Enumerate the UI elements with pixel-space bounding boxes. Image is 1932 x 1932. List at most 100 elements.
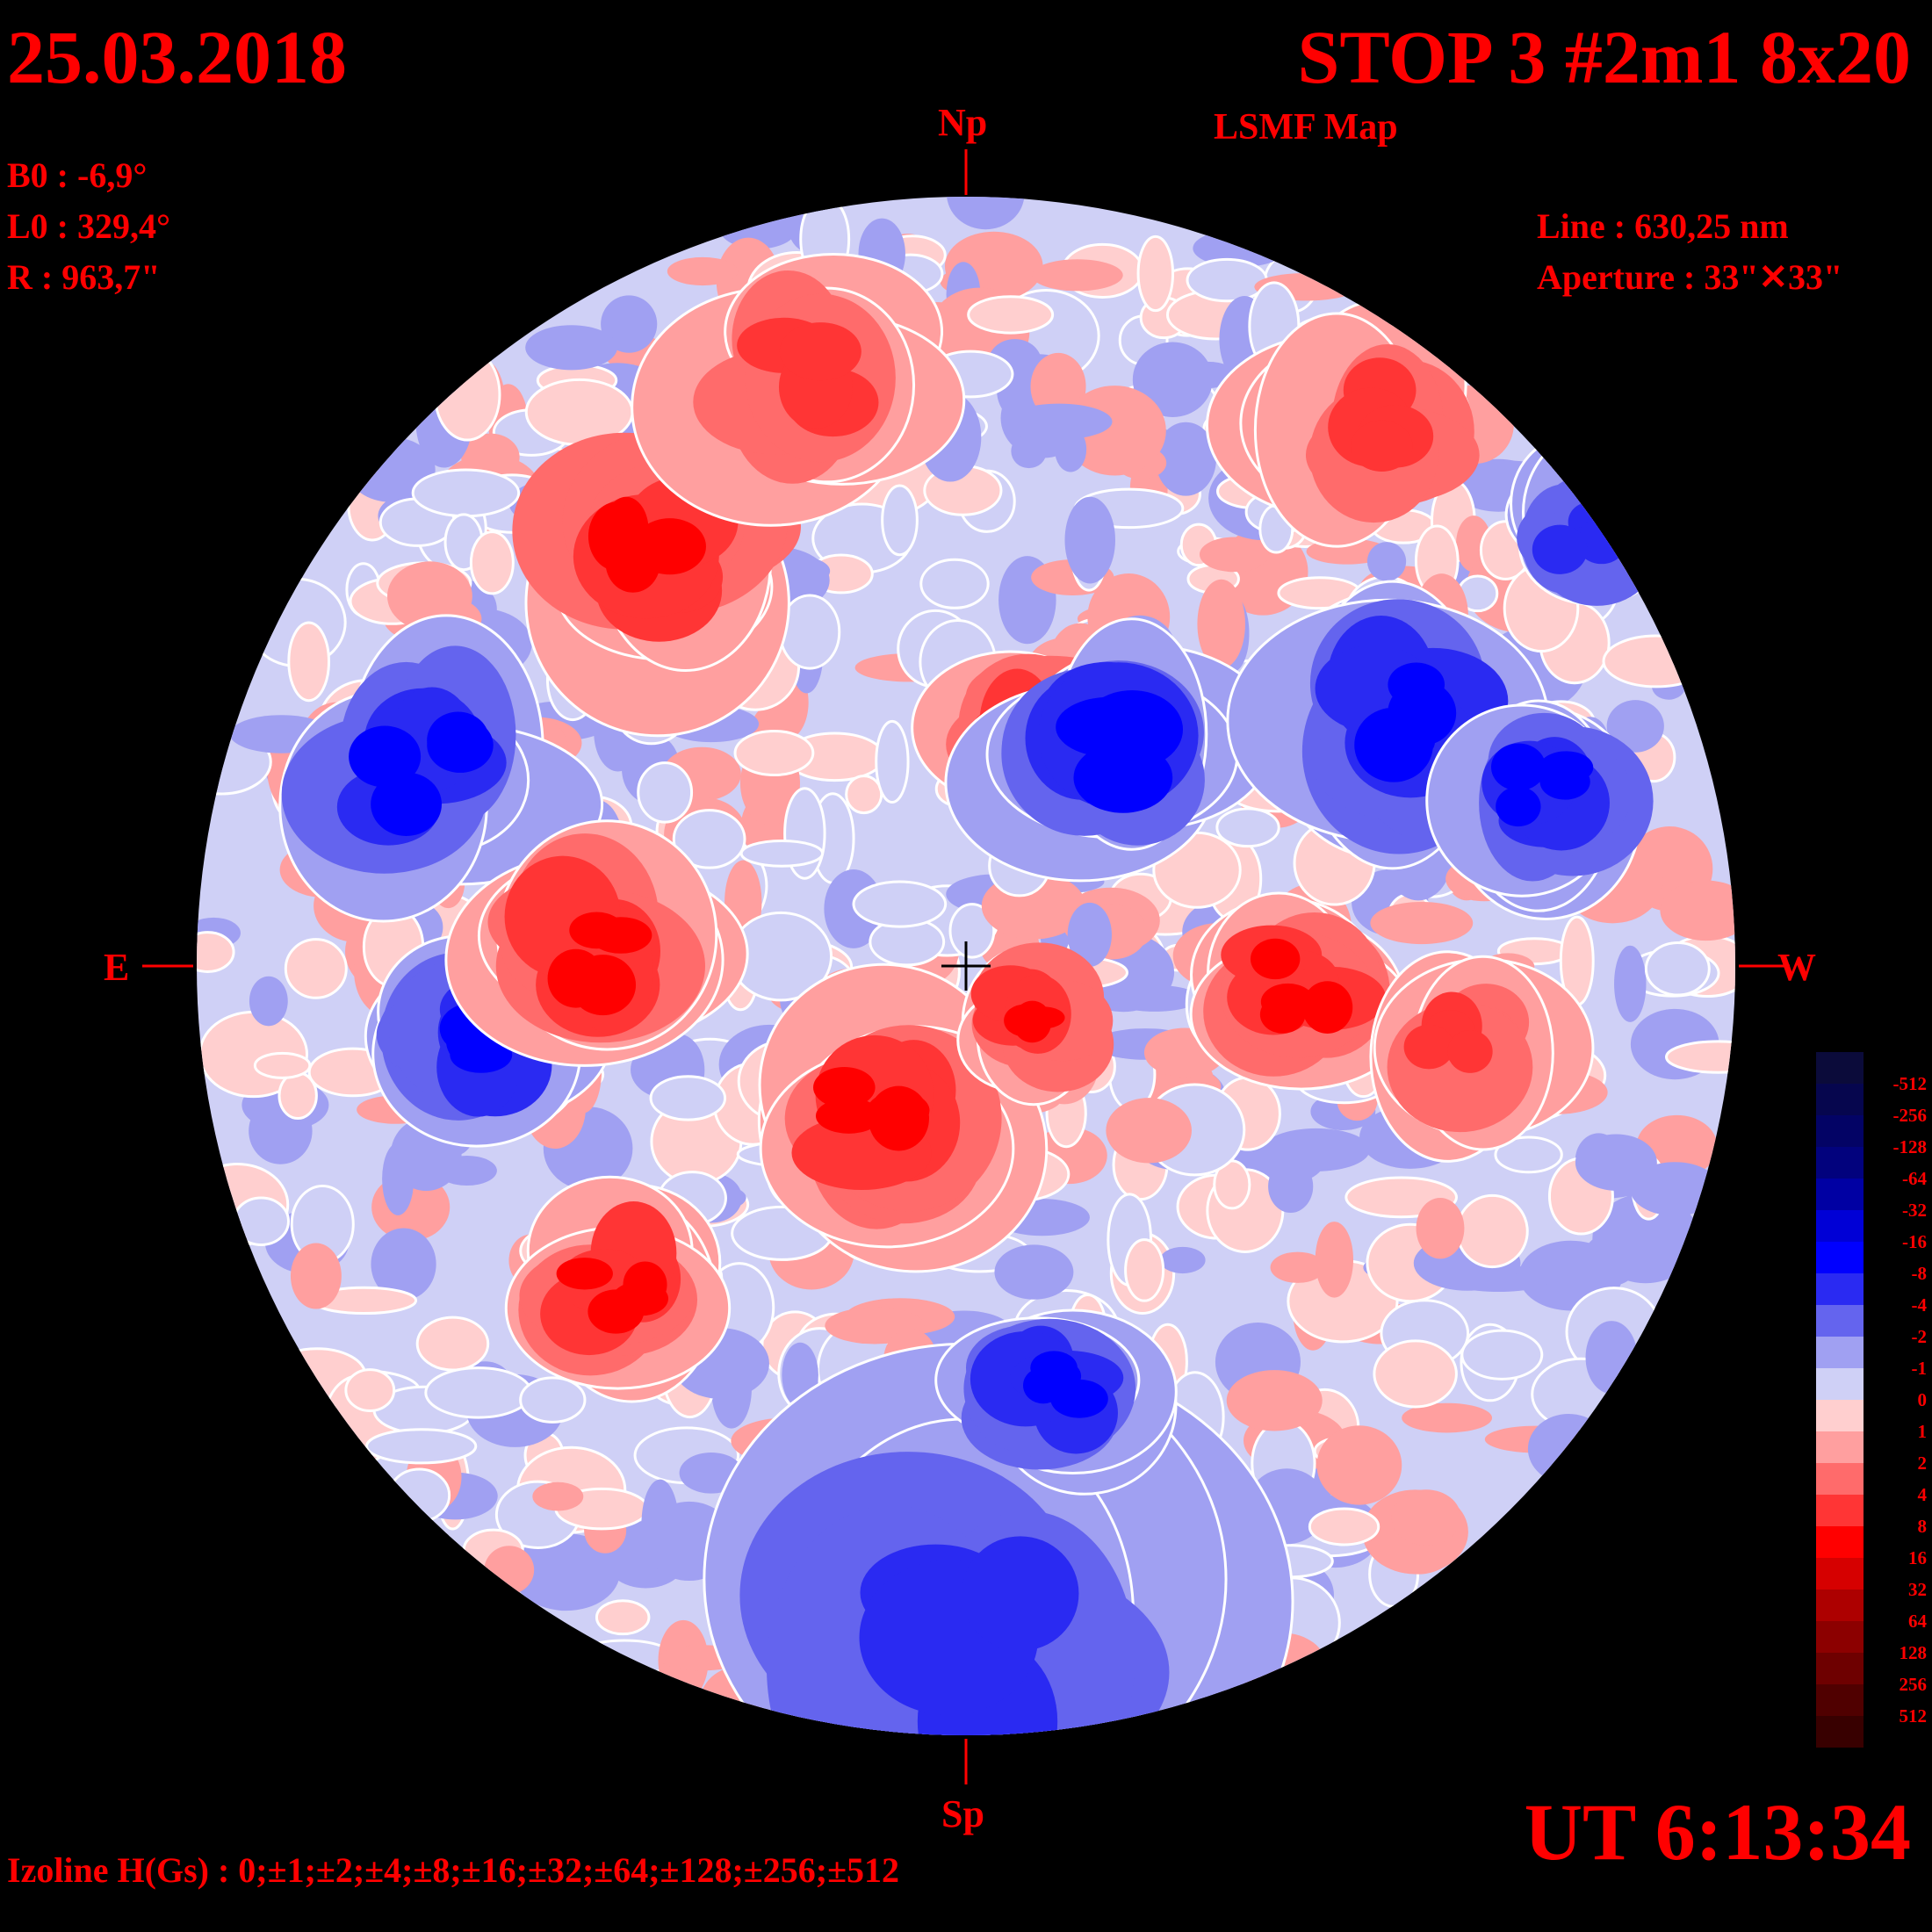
field-blob xyxy=(739,839,825,868)
field-blob xyxy=(232,1196,290,1246)
field-blob xyxy=(1109,984,1200,1012)
legend-swatch xyxy=(1816,1526,1864,1558)
field-blob xyxy=(1602,634,1711,688)
field-blob xyxy=(197,931,235,973)
legend-tick-label: -8 xyxy=(1911,1263,1928,1284)
legend-tick-label: 8 xyxy=(1917,1516,1928,1537)
legend-swatch xyxy=(1816,1368,1864,1400)
field-blob xyxy=(415,1316,490,1372)
field-blob xyxy=(1301,981,1353,1034)
field-blob xyxy=(344,1368,396,1413)
field-blob xyxy=(349,725,422,788)
field-blob xyxy=(948,903,996,959)
map-title: STOP 3 #2m1 8x20 xyxy=(1297,15,1911,99)
legend-tick-label: -256 xyxy=(1892,1105,1928,1126)
legend-swatch xyxy=(1816,1558,1864,1590)
ut-time: UT 6:13:34 xyxy=(1524,1787,1911,1877)
south-pole-label: Sp xyxy=(941,1792,984,1835)
field-blob xyxy=(595,1599,651,1636)
field-blob xyxy=(1064,496,1115,584)
color-scale-legend: -512 -256 -128 -64 -32 -16 -8 -4 -2 -1 0 1 2 4 8 16 32 64… xyxy=(1816,1052,1927,1756)
field-blob xyxy=(1006,403,1113,440)
legend-swatch xyxy=(1816,1400,1864,1431)
field-blob xyxy=(672,809,746,869)
legend-swatch xyxy=(1816,1052,1864,1084)
field-blob xyxy=(556,1258,613,1290)
field-blob xyxy=(962,1536,1079,1651)
field-blob xyxy=(532,1481,584,1511)
legend-swatch xyxy=(1816,1716,1864,1748)
field-blob xyxy=(1155,422,1216,496)
observation-date: 25.03.2018 xyxy=(7,15,347,99)
field-blob xyxy=(1644,941,1711,997)
field-blob xyxy=(1124,1238,1165,1302)
legend-tick-label: 128 xyxy=(1899,1642,1928,1663)
field-blob xyxy=(1067,902,1112,967)
field-blob xyxy=(1197,579,1245,669)
field-blob xyxy=(1532,524,1588,574)
field-blob xyxy=(1215,807,1280,848)
field-blob xyxy=(1106,1098,1192,1164)
field-blob xyxy=(1259,995,1306,1034)
field-blob xyxy=(967,295,1055,335)
field-blob xyxy=(1031,259,1123,292)
legend-tick-label: 512 xyxy=(1899,1705,1928,1727)
field-blob xyxy=(1011,434,1047,469)
legend-tick-label: -2 xyxy=(1911,1326,1928,1347)
field-blob xyxy=(1539,763,1590,800)
field-blob xyxy=(1416,1198,1465,1259)
field-blob xyxy=(290,1243,342,1309)
legend-tick-label: 1 xyxy=(1917,1421,1928,1442)
field-blob xyxy=(287,621,330,703)
legend-tick-label: -4 xyxy=(1911,1294,1928,1316)
axis-ticks xyxy=(142,149,1790,1784)
field-blob xyxy=(1086,721,1124,764)
field-blob xyxy=(845,775,883,815)
field-blob xyxy=(433,348,501,442)
field-blob xyxy=(1373,1339,1458,1409)
field-blob xyxy=(1132,342,1213,417)
field-blob xyxy=(427,711,490,769)
field-blob xyxy=(1159,1246,1206,1274)
field-blob xyxy=(1030,352,1086,421)
legend-swatch xyxy=(1816,1495,1864,1526)
legend-tick-label: -128 xyxy=(1892,1136,1928,1157)
field-blob xyxy=(875,719,910,804)
field-blob xyxy=(779,322,861,381)
legend-tick-label: 0 xyxy=(1917,1389,1928,1410)
field-blob xyxy=(1351,420,1413,472)
field-blob xyxy=(1366,542,1407,581)
legend-tick-label: -64 xyxy=(1902,1168,1927,1189)
field-blob xyxy=(450,1036,513,1073)
field-blob xyxy=(813,1066,876,1108)
field-blob xyxy=(1403,1024,1454,1070)
field-blob xyxy=(1270,1251,1325,1283)
legend-tick-label: 32 xyxy=(1908,1579,1927,1600)
field-blob xyxy=(641,1479,679,1569)
legend-swatch xyxy=(1816,1653,1864,1684)
field-blob xyxy=(947,197,1025,230)
legend-tick-label: 64 xyxy=(1908,1611,1927,1632)
legend-swatch xyxy=(1816,1590,1864,1621)
field-blob xyxy=(1013,1002,1052,1043)
magnetic-field-regions xyxy=(197,197,1735,1735)
field-blob xyxy=(1250,938,1301,980)
l0-value: L0 : 329,4° xyxy=(7,206,170,246)
field-blob xyxy=(547,948,604,1008)
legend-swatch xyxy=(1816,1147,1864,1179)
legend-swatch xyxy=(1816,1210,1864,1242)
field-blob xyxy=(1660,880,1735,941)
field-blob xyxy=(1226,1370,1323,1431)
field-blob xyxy=(1316,1425,1402,1505)
center-crosshair xyxy=(941,941,991,991)
legend-tick-label: -512 xyxy=(1892,1073,1928,1094)
field-blob xyxy=(1370,901,1474,945)
field-blob xyxy=(411,468,521,518)
legend-tick-label: 2 xyxy=(1917,1453,1928,1474)
field-blob xyxy=(1447,1029,1493,1073)
field-blob xyxy=(1136,234,1175,313)
field-blob xyxy=(371,1228,436,1301)
field-blob xyxy=(1496,786,1541,827)
field-blob xyxy=(365,1428,478,1465)
legend-swatch xyxy=(1816,1431,1864,1463)
